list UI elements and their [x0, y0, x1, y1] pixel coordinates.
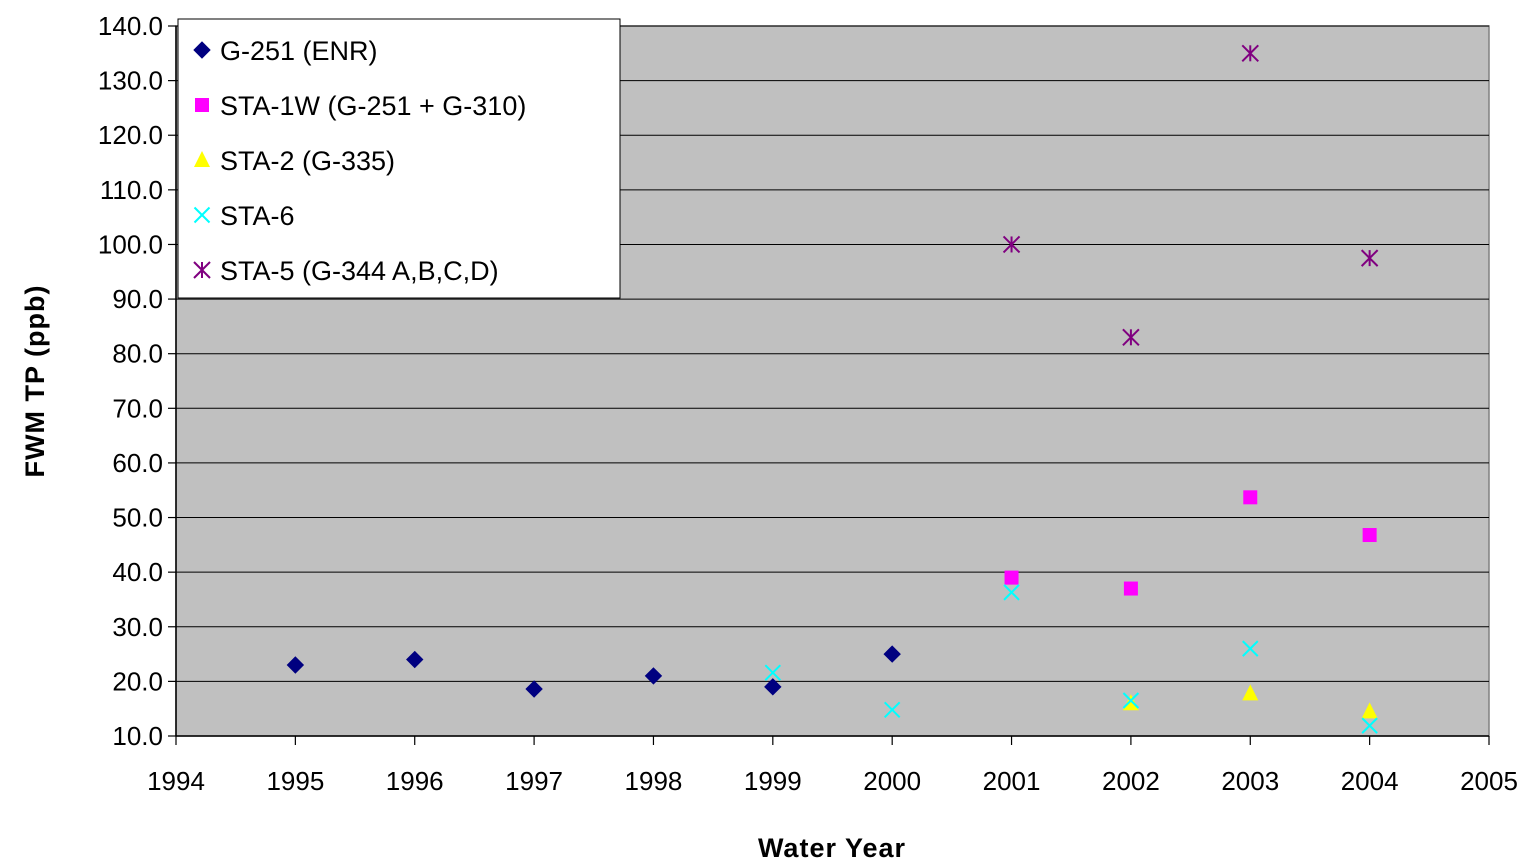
y-tick-label: 100.0: [98, 229, 163, 259]
data-point: [883, 645, 901, 663]
data-point: [286, 656, 305, 674]
legend-marker: [193, 206, 211, 224]
x-tick-label: 1996: [386, 766, 444, 796]
x-tick-label: 2001: [983, 766, 1041, 796]
x-tick-label: 2005: [1460, 766, 1518, 796]
data-point: [1361, 702, 1378, 719]
data-point: [525, 680, 543, 698]
data-point: [883, 701, 901, 718]
legend-label: G-251 (ENR): [220, 36, 378, 66]
legend-box: [177, 18, 621, 299]
x-tick-label: 1997: [505, 766, 563, 796]
y-tick-label: 130.0: [98, 66, 163, 96]
legend-label: STA-6: [220, 201, 295, 231]
y-tick-label: 80.0: [112, 339, 163, 369]
y-tick-label: 40.0: [112, 557, 163, 587]
data-point: [406, 650, 424, 669]
x-tick-label: 1995: [266, 766, 324, 796]
data-point: [1362, 528, 1377, 543]
y-tick-label: 50.0: [112, 503, 163, 533]
y-tick-label: 60.0: [112, 448, 163, 478]
legend-label: STA-5 (G-344 A,B,C,D): [220, 256, 499, 286]
data-point: [1242, 684, 1259, 701]
data-point: [1002, 235, 1021, 254]
legend-marker: [193, 41, 211, 59]
data-point: [1361, 717, 1378, 734]
axes: [168, 25, 1490, 745]
y-tick-label: 140.0: [98, 11, 163, 41]
x-tick-label: 2003: [1221, 766, 1279, 796]
data-point: [764, 678, 782, 696]
legend-label: STA-1W (G-251 + G-310): [220, 91, 526, 121]
legend: G-251 (ENR) STA-1W (G-251 + G-310) STA-2 (…: [177, 18, 621, 299]
y-tick-label: 120.0: [98, 120, 163, 150]
legend-marker: [194, 151, 210, 167]
x-axis-title: Water Year: [758, 833, 906, 863]
y-tick-label: 10.0: [112, 721, 163, 751]
x-tick-label: 2000: [863, 766, 921, 796]
y-tick-label: 90.0: [112, 284, 163, 314]
data-point: [1003, 584, 1020, 601]
y-tick-label: 20.0: [112, 666, 163, 696]
x-tick-label: 2004: [1341, 766, 1399, 796]
data-point: [1122, 692, 1140, 709]
x-tick-label: 1998: [625, 766, 683, 796]
x-tick-label: 2002: [1102, 766, 1160, 796]
y-tick-label: 30.0: [112, 612, 163, 642]
data-point: [764, 664, 782, 681]
legend-marker: [193, 261, 211, 279]
tick-labels: 10.0 20.0 30.0 40.0 50.0 60.0 70.0 80.0 90.0 100.…: [98, 11, 1518, 796]
y-tick-label: 70.0: [112, 393, 163, 423]
x-tick-label: 1999: [744, 766, 802, 796]
data-points: [286, 44, 1379, 734]
data-point: [1243, 490, 1258, 505]
data-point: [1122, 694, 1139, 711]
data-point: [1122, 328, 1140, 347]
data-point: [644, 667, 663, 685]
legend-label: STA-2 (G-335): [220, 146, 395, 176]
data-point: [1004, 570, 1019, 585]
x-tick-label: 1994: [147, 766, 205, 796]
y-tick-label: 110.0: [100, 175, 163, 205]
data-point: [1123, 581, 1138, 596]
y-axis-title: FWM TP (ppb): [20, 285, 50, 478]
data-point: [1241, 44, 1259, 63]
data-point: [1242, 640, 1259, 657]
legend-marker: [195, 98, 209, 112]
data-point: [1360, 249, 1379, 267]
